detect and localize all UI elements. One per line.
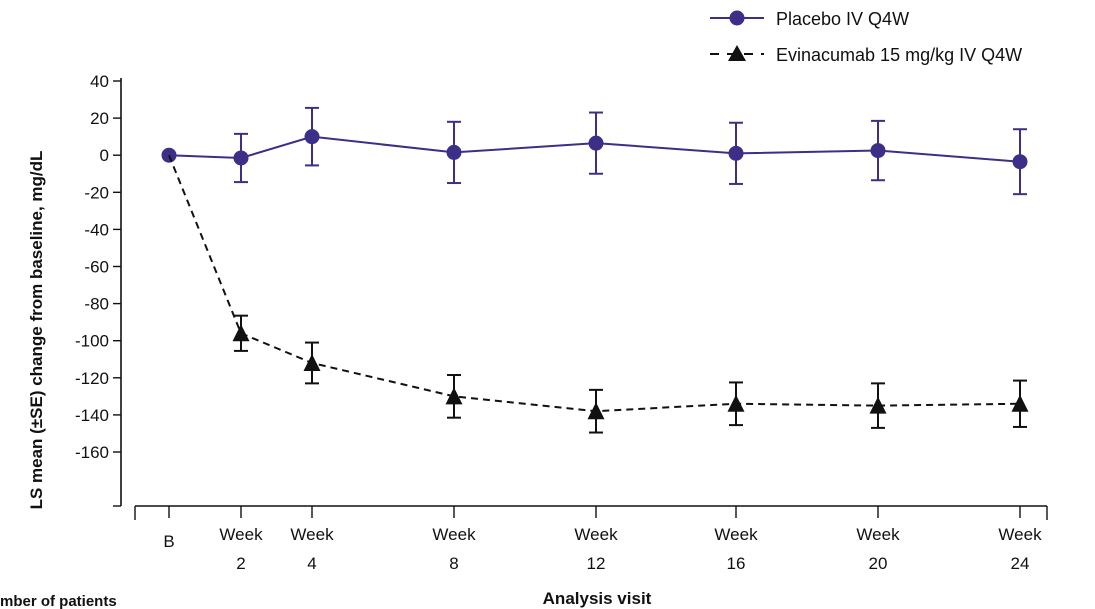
- legend-marker: [729, 10, 745, 26]
- y-tick-label: 40: [90, 72, 109, 91]
- series-line: [168, 135, 1021, 163]
- x-tick-label: 20: [869, 554, 888, 573]
- legend-item-evinacumab: Evinacumab 15 mg/kg IV Q4W: [710, 45, 1022, 65]
- data-point: [1012, 154, 1028, 170]
- y-tick-label: -40: [84, 220, 109, 239]
- data-point: [588, 135, 604, 151]
- data-point: [303, 353, 321, 371]
- x-tick-label: B: [163, 532, 174, 551]
- series-evinacumab: [168, 154, 1029, 434]
- data-point: [233, 150, 249, 166]
- legend-label: Evinacumab 15 mg/kg IV Q4W: [776, 45, 1022, 65]
- legend-marker: [728, 45, 746, 61]
- data-point: [232, 324, 250, 342]
- data-point: [1011, 394, 1029, 412]
- series-placebo: [161, 106, 1028, 196]
- y-tick-label: 20: [90, 109, 109, 128]
- x-tick-label: 4: [307, 554, 316, 573]
- series-group: [161, 106, 1029, 434]
- data-point: [587, 402, 605, 420]
- y-tick-label: -80: [84, 295, 109, 314]
- x-tick-label: 16: [727, 554, 746, 573]
- footer-fragment: mber of patients: [0, 593, 117, 609]
- y-tick-label: -160: [75, 443, 109, 462]
- x-tick-label: Week: [219, 525, 263, 544]
- y-tick-label: -20: [84, 183, 109, 202]
- x-tick-label: Week: [714, 525, 758, 544]
- data-point: [869, 396, 887, 414]
- x-tick-label: Week: [574, 525, 618, 544]
- x-tick-label: Week: [432, 525, 476, 544]
- x-tick-label: 24: [1011, 554, 1030, 573]
- x-tick-label: 2: [236, 554, 245, 573]
- data-point: [870, 143, 886, 159]
- y-tick-label: -140: [75, 406, 109, 425]
- y-tick-label: -60: [84, 258, 109, 277]
- data-point: [728, 145, 744, 161]
- y-tick-label: -120: [75, 369, 109, 388]
- data-point: [445, 387, 463, 405]
- legend: Placebo IV Q4W Evinacumab 15 mg/kg IV Q4W: [710, 9, 1022, 65]
- y-axis-title: LS mean (±SE) change from baseline, mg/d…: [27, 151, 46, 510]
- data-point: [446, 144, 462, 160]
- data-point: [727, 394, 745, 412]
- legend-item-placebo: Placebo IV Q4W: [710, 9, 909, 29]
- series-line: [168, 154, 1021, 413]
- x-tick-label: Week: [856, 525, 900, 544]
- x-tick-label: 8: [449, 554, 458, 573]
- y-tick-label: 0: [100, 146, 109, 165]
- x-tick-label: Week: [998, 525, 1042, 544]
- x-tick-label: 12: [587, 554, 606, 573]
- y-tick-label: -100: [75, 332, 109, 351]
- x-tick-label: Week: [290, 525, 334, 544]
- x-axis-title: Analysis visit: [543, 589, 652, 608]
- data-point: [304, 129, 320, 145]
- axes-group: 40 20 0 -20 -40 -60 -80 -100 -120 -140 -160 B Week 2 W…: [75, 72, 1048, 573]
- legend-label: Placebo IV Q4W: [776, 9, 909, 29]
